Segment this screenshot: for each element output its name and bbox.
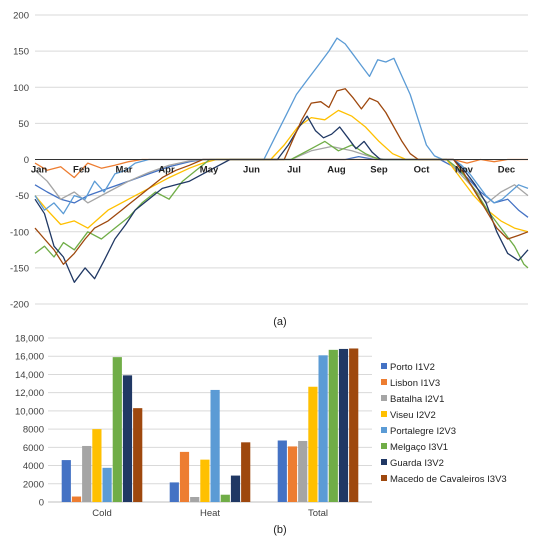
category-label-total: Total bbox=[308, 508, 328, 519]
series-lines-a bbox=[34, 37, 529, 283]
bar-total-macedo-de-cavaleiros-i3v3 bbox=[349, 348, 359, 502]
y-tick-labels-b: 0 2000 4000 6000 8000 10,000 12,000 14,000 16,00… bbox=[15, 334, 44, 509]
legend-swatch-batalha-i2v1 bbox=[381, 395, 387, 401]
category-label-cold: Cold bbox=[92, 508, 112, 519]
bar-total-viseu-i2v2 bbox=[308, 386, 318, 502]
y-tick-label: 200 bbox=[13, 11, 29, 22]
caption-a: (a) bbox=[273, 316, 286, 328]
y-tick-label: 8000 bbox=[23, 425, 44, 436]
y-tick-label: 18,000 bbox=[15, 334, 44, 345]
month-label-apr: Apr bbox=[158, 165, 175, 176]
month-label-may: May bbox=[200, 165, 219, 176]
y-tick-labels-a: -200 -150 -100 -50 0 50 100 150 200 bbox=[10, 11, 29, 311]
bar-total-melga-o-i3v1 bbox=[328, 349, 338, 502]
legend-label-portalegre-i2v3: Portalegre I2V3 bbox=[390, 426, 456, 437]
bar-cold-portalegre-i2v3 bbox=[102, 467, 112, 502]
legend-swatch-melga-o-i3v1 bbox=[381, 443, 387, 449]
y-tick-label: 14,000 bbox=[15, 370, 44, 381]
legend-swatch-viseu-i2v2 bbox=[381, 411, 387, 417]
bar-cold-viseu-i2v2 bbox=[92, 429, 102, 502]
month-label-nov: Nov bbox=[455, 165, 474, 176]
y-tick-label: 100 bbox=[13, 83, 29, 94]
y-gridlines-b bbox=[48, 337, 372, 503]
bar-heat-batalha-i2v1 bbox=[190, 496, 200, 502]
legend-label-batalha-i2v1: Batalha I2V1 bbox=[390, 394, 444, 405]
legend-label-viseu-i2v2: Viseu I2V2 bbox=[390, 410, 436, 421]
y-tick-label: 0 bbox=[24, 155, 29, 166]
bar-cold-melga-o-i3v1 bbox=[112, 357, 122, 502]
y-tick-label: 12,000 bbox=[15, 388, 44, 399]
y-tick-label: 2000 bbox=[23, 479, 44, 490]
legend-label-macedo-de-cavaleiros-i3v3: Macedo de Cavaleiros I3V3 bbox=[390, 474, 507, 485]
month-label-jun: Jun bbox=[243, 165, 260, 176]
series-line-7 bbox=[34, 115, 529, 283]
bar-total-lisbon-i1v3 bbox=[287, 446, 298, 502]
y-tick-label: 6000 bbox=[23, 443, 44, 454]
y-tick-label: -150 bbox=[10, 263, 29, 274]
month-label-aug: Aug bbox=[327, 165, 346, 176]
category-label-heat: Heat bbox=[200, 508, 220, 519]
bar-heat-portalegre-i2v3 bbox=[210, 389, 220, 502]
legend-swatch-porto-i1v2 bbox=[381, 363, 387, 369]
y-tick-label: 150 bbox=[13, 47, 29, 58]
bar-total-porto-i1v2 bbox=[277, 440, 287, 502]
legend-label-melga-o-i3v1: Melgaço I3V1 bbox=[390, 442, 448, 453]
month-label-sep: Sep bbox=[370, 165, 388, 176]
month-label-jan: Jan bbox=[31, 165, 48, 176]
y-tick-label: 4000 bbox=[23, 461, 44, 472]
series-line-4 bbox=[34, 109, 529, 233]
month-label-feb: Feb bbox=[73, 165, 90, 176]
legend-swatch-macedo-de-cavaleiros-i3v3 bbox=[381, 475, 387, 481]
y-tick-label: -200 bbox=[10, 300, 29, 311]
month-label-mar: Mar bbox=[116, 165, 133, 176]
legend-swatch-portalegre-i2v3 bbox=[381, 427, 387, 433]
month-label-oct: Oct bbox=[414, 165, 431, 176]
bar-total-portalegre-i2v3 bbox=[318, 355, 328, 502]
bar-heat-guarda-i3v2 bbox=[230, 475, 241, 502]
bar-cold-lisbon-i1v3 bbox=[71, 496, 82, 502]
month-labels: Jan Feb Mar Apr May Jun Jul Aug Sep Oct Nov Dec bbox=[31, 165, 515, 176]
bars-b bbox=[61, 348, 359, 502]
bar-heat-porto-i1v2 bbox=[169, 482, 179, 502]
legend-label-guarda-i3v2: Guarda I3V2 bbox=[390, 458, 444, 469]
series-line-5 bbox=[34, 37, 529, 215]
bar-heat-viseu-i2v2 bbox=[200, 459, 210, 502]
line-chart-a: -200 -150 -100 -50 0 50 100 150 200 Jan Feb Mar Apr… bbox=[10, 11, 529, 328]
y-tick-label: 10,000 bbox=[15, 406, 44, 417]
legend-swatch-lisbon-i1v3 bbox=[381, 379, 387, 385]
month-label-jul: Jul bbox=[287, 165, 301, 176]
bar-cold-macedo-de-cavaleiros-i3v3 bbox=[133, 408, 143, 502]
bar-total-batalha-i2v1 bbox=[298, 440, 308, 502]
category-labels: Cold Heat Total bbox=[92, 508, 328, 519]
legend-swatch-guarda-i3v2 bbox=[381, 459, 387, 465]
y-tick-label: 50 bbox=[18, 119, 29, 130]
legend-b: Porto I1V2 Lisbon I1V3 Batalha I2V1 Viseu I… bbox=[381, 362, 507, 485]
legend-label-porto-i1v2: Porto I1V2 bbox=[390, 362, 435, 373]
bar-total-guarda-i3v2 bbox=[338, 348, 349, 502]
bar-heat-melga-o-i3v1 bbox=[220, 494, 230, 502]
bar-cold-porto-i1v2 bbox=[61, 460, 71, 502]
y-tick-label: 16,000 bbox=[15, 352, 44, 363]
series-line-2 bbox=[34, 158, 528, 179]
y-tick-label: 0 bbox=[39, 498, 44, 509]
bar-chart-b: 0 2000 4000 6000 8000 10,000 12,000 14,000 16,00… bbox=[15, 334, 507, 537]
bar-heat-lisbon-i1v3 bbox=[179, 451, 190, 502]
y-tick-label: -100 bbox=[10, 227, 29, 238]
series-line-8 bbox=[34, 88, 529, 265]
month-label-dec: Dec bbox=[498, 165, 515, 176]
y-tick-label: -50 bbox=[15, 191, 29, 202]
bar-cold-batalha-i2v1 bbox=[82, 445, 92, 502]
bar-heat-macedo-de-cavaleiros-i3v3 bbox=[241, 442, 251, 502]
bar-cold-guarda-i3v2 bbox=[122, 375, 133, 502]
legend-label-lisbon-i1v3: Lisbon I1V3 bbox=[390, 378, 440, 389]
caption-b: (b) bbox=[273, 524, 286, 536]
